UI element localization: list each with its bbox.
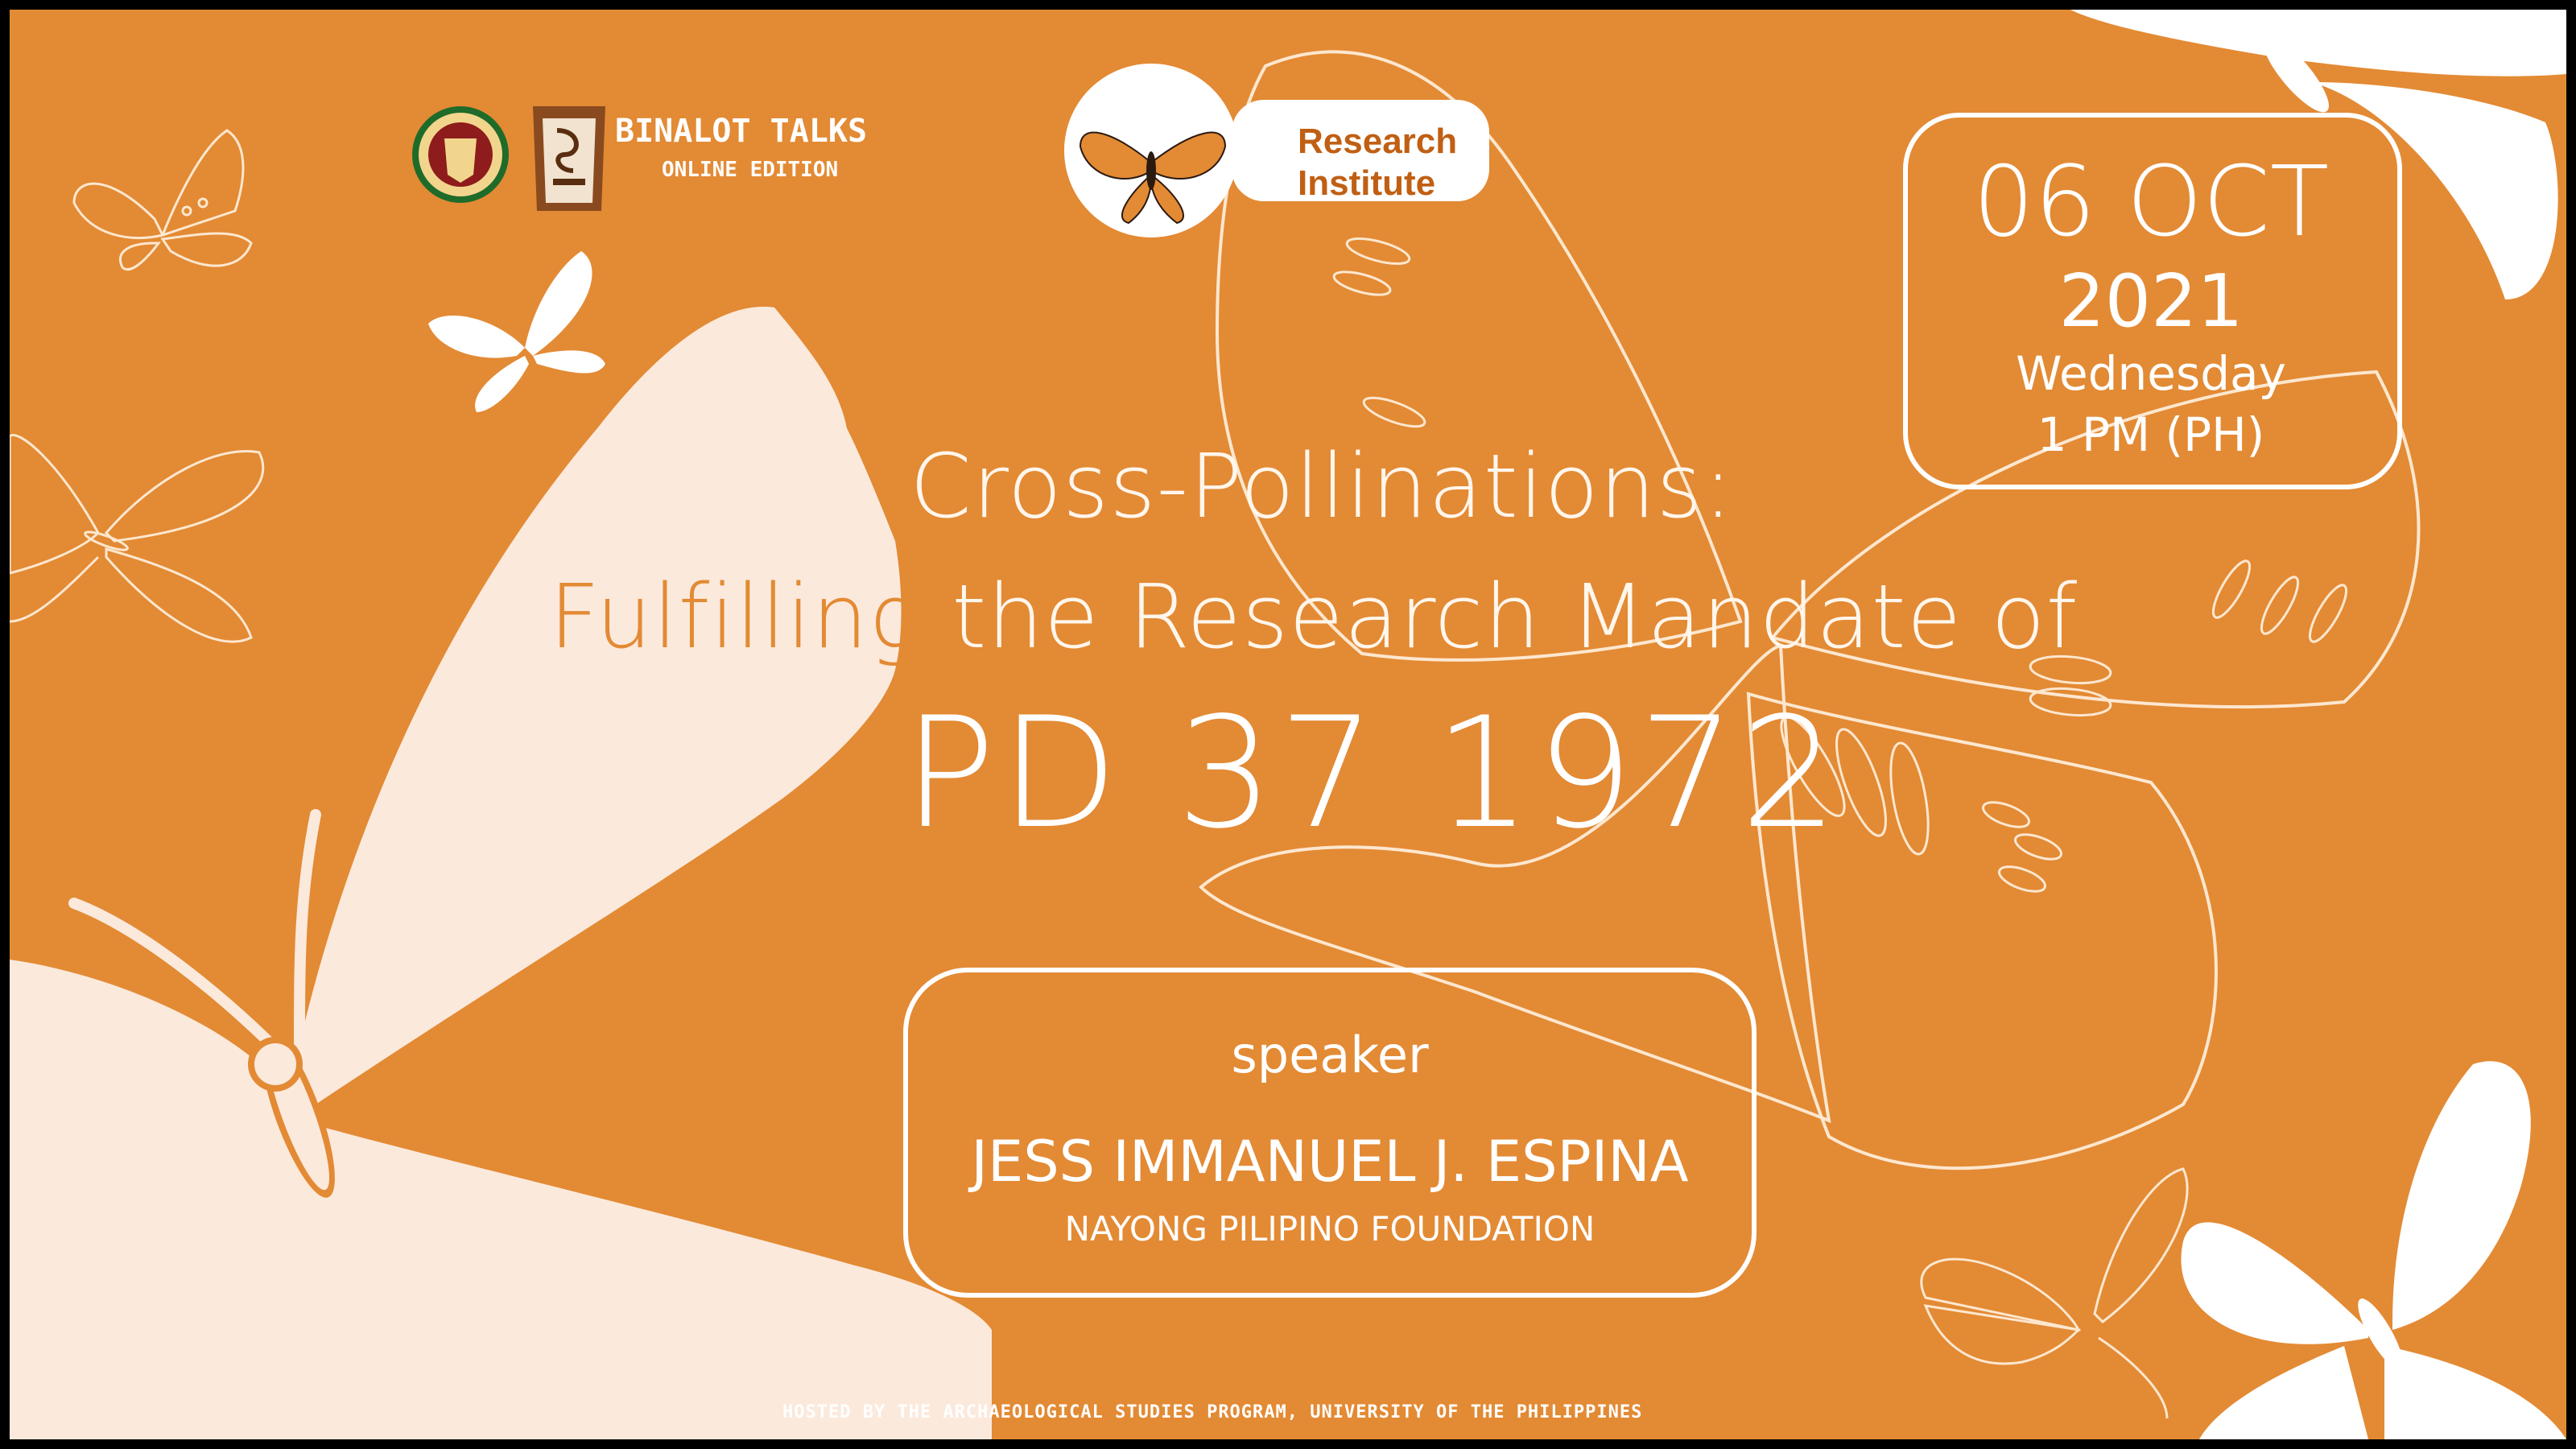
- institute-logo-line2: Institute: [1298, 163, 1436, 203]
- small-outline-butterfly-bottom-right: [1920, 1167, 2189, 1419]
- institute-logo-text: Research Institute: [1298, 121, 1457, 204]
- event-date: 06 OCT: [1972, 147, 2330, 258]
- white-butterfly-top-right: [2070, 10, 2566, 299]
- title-line-2: Fulfilling the Research Mandate of: [549, 565, 2078, 668]
- binalot-jar-logo: [533, 106, 605, 211]
- outline-butterfly: [1199, 50, 2421, 1170]
- speaker-label: speaker: [1231, 1026, 1429, 1084]
- event-weekday: Wednesday: [2016, 346, 2286, 401]
- white-butterfly-bottom-right: [2181, 1061, 2566, 1439]
- title-line-3: PD 37 1972: [903, 684, 1843, 862]
- small-outline-butterfly-left: [10, 434, 265, 643]
- speaker-name: JESS IMMANUEL J. ESPINA: [971, 1129, 1689, 1195]
- title-line-2-accent: Fulfilling: [549, 565, 923, 668]
- small-outline-butterfly-top-left: [72, 129, 253, 271]
- event-year: 2021: [2058, 259, 2244, 344]
- institute-logo-line1: Research: [1298, 122, 1458, 161]
- schedule-box: [1903, 113, 2402, 489]
- speaker-affiliation: NAYONG PILIPINO FOUNDATION: [1064, 1209, 1596, 1249]
- large-cream-butterfly: [10, 307, 992, 1439]
- hosted-by: HOSTED BY THE ARCHAEOLOGICAL STUDIES PRO…: [782, 1402, 1643, 1422]
- speaker-box: [903, 968, 1757, 1298]
- background-art: [10, 10, 2566, 1439]
- event-name: BINALOT TALKS: [615, 113, 868, 150]
- large-butterfly-antenna: [68, 898, 289, 1062]
- large-butterfly-upper-wing: [291, 307, 902, 1104]
- event-poster: BINALOT TALKS ONLINE EDITION Research In…: [10, 10, 2566, 1439]
- title-line-1: Cross-Pollinations:: [910, 435, 1734, 538]
- event-edition: ONLINE EDITION: [662, 158, 839, 182]
- up-seal-logo: [412, 106, 509, 203]
- event-time: 1 PM (PH): [2037, 407, 2265, 462]
- small-white-butterfly: [428, 251, 605, 412]
- title-line-2-rest: the Research Mandate of: [923, 565, 2079, 668]
- research-institute-logo: [1064, 64, 1489, 237]
- large-butterfly-left-wing: [10, 1016, 275, 1290]
